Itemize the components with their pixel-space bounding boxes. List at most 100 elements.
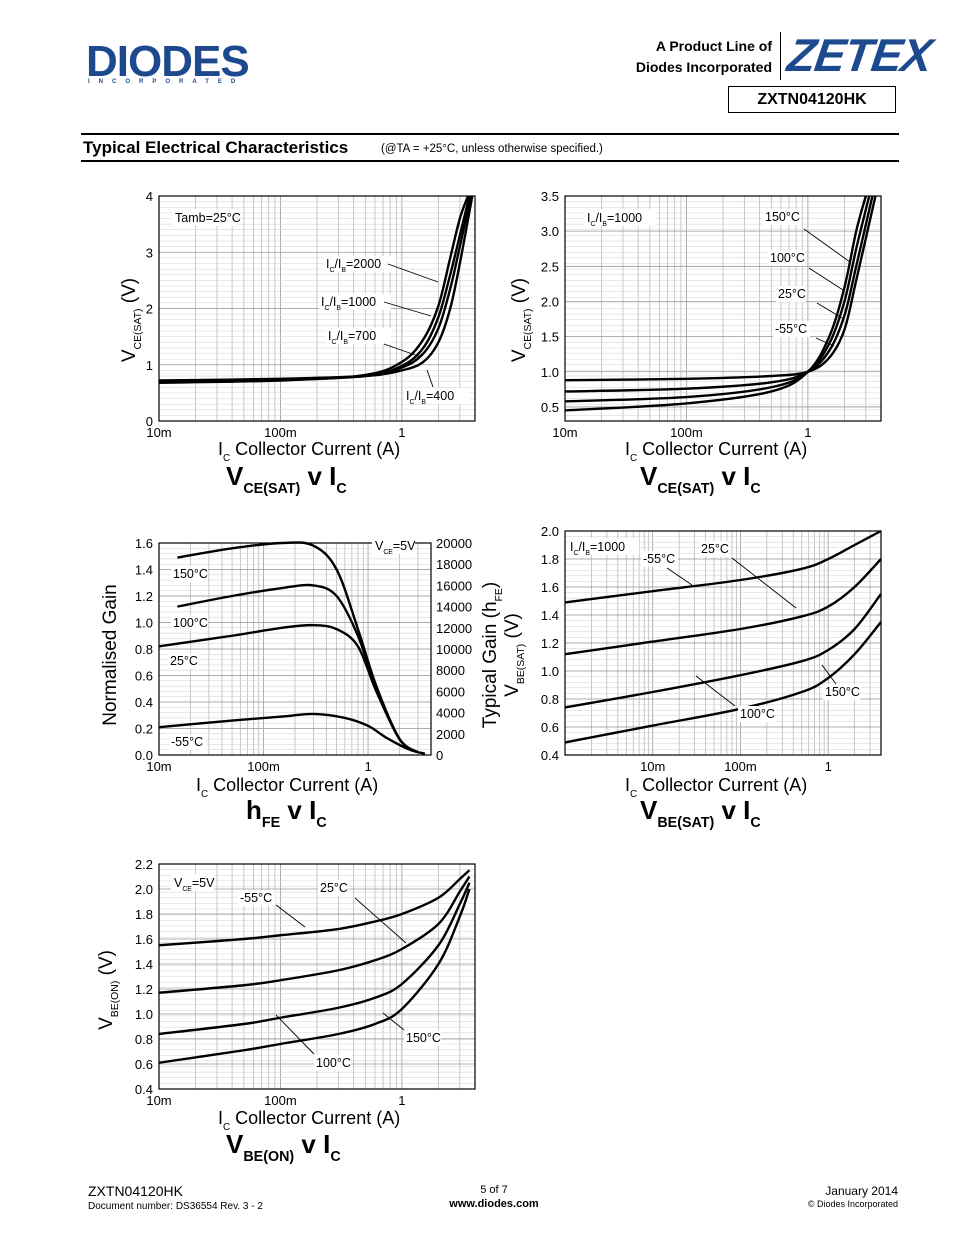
x-tick-label: 1 (825, 759, 832, 774)
part-number-box: ZXTN04120HK (728, 86, 896, 113)
chart4-series-label: 100°C (740, 707, 775, 721)
y2-tick-label: 6000 (436, 684, 465, 699)
y-tick-label: 0.6 (541, 720, 559, 735)
chart4-annotation: IC/IB=1000 (570, 540, 625, 557)
diodes-logo-subtitle: INCORPORATED (88, 79, 245, 85)
chart-caption: VBE(ON) v IC (226, 1129, 341, 1165)
leader-line (731, 557, 797, 609)
plot-frame (564, 530, 882, 756)
y-tick-label: 1.6 (135, 932, 153, 947)
chart3-series-label: 100°C (173, 616, 208, 630)
y-tick-label: 1.2 (135, 589, 153, 604)
chart-caption: VBE(SAT) v IC (640, 795, 761, 831)
y-axis-title: VBE(SAT) (V) (502, 613, 527, 697)
annotation-bg (584, 209, 656, 226)
y2-tick-label: 8000 (436, 663, 465, 678)
y-axis-title: Normalised Gain (100, 584, 121, 726)
x-tick-label: 1 (364, 759, 371, 774)
label-bg (238, 890, 275, 906)
label-bg (318, 880, 348, 896)
x-tick-label: 100m (247, 759, 280, 774)
y-axis-title: VCE(SAT) (V) (119, 278, 144, 362)
chart4-series-label: 25°C (701, 542, 729, 556)
series-line (177, 541, 419, 754)
footer-website-link[interactable]: www.diodes.com (449, 1198, 539, 1210)
y-tick-label: 0.6 (135, 669, 153, 684)
header-divider (780, 32, 781, 80)
series-line (158, 882, 471, 1036)
leader-line (387, 263, 439, 283)
chart-caption: hFE v IC (246, 795, 327, 831)
chart1-series-label: IC/IB=2000 (326, 257, 381, 274)
y-tick-label: 0.4 (135, 695, 153, 710)
product-line-company: Diodes Incorporated (635, 59, 772, 75)
y2-tick-label: 0 (436, 748, 443, 763)
y-tick-label: 1.6 (135, 536, 153, 551)
chart4-series-label: -55°C (643, 552, 675, 566)
label-bg (168, 653, 198, 669)
label-bg (324, 256, 396, 272)
y-axis-title: VCE(SAT) (V) (509, 278, 534, 362)
y-tick-label: 2.0 (541, 524, 559, 539)
series-line (158, 875, 471, 994)
leader-line (383, 343, 422, 358)
x-tick-label: 100m (670, 425, 703, 440)
annotation-bg (172, 209, 237, 226)
label-bg (641, 551, 678, 567)
leader-line (816, 302, 843, 319)
chart3-series-label: -55°C (171, 735, 203, 749)
footer-page-number: 5 of 7 (480, 1184, 508, 1196)
y-tick-label: 0.8 (135, 642, 153, 657)
x-axis-title: IC Collector Current (A) (218, 439, 400, 464)
series-line (158, 888, 471, 1064)
leader-line (815, 337, 835, 347)
label-bg (169, 734, 206, 750)
leader-line (803, 228, 851, 263)
label-bg (171, 615, 208, 631)
y-tick-label: 1 (146, 358, 153, 373)
chart5-series-label: -55°C (240, 891, 272, 905)
y2-tick-label: 2000 (436, 727, 465, 742)
chart5-series-label: 150°C (406, 1031, 441, 1045)
x-tick-label: 10m (146, 425, 171, 440)
series-line (158, 869, 471, 947)
y-tick-label: 2.5 (541, 259, 559, 274)
series-line (564, 621, 882, 744)
footer-part-number: ZXTN04120HK (88, 1183, 183, 1199)
y2-tick-label: 20000 (436, 536, 472, 551)
footer-document-number: Document number: DS36554 Rev. 3 - 2 (88, 1201, 263, 1212)
chart-c5: 0.4 0.6 0.8 1.0 1.2 1.4 1.6 1.8 2.0 2.2 10m 100m 1 (135, 857, 476, 1108)
y-tick-label: 1.0 (135, 1007, 153, 1022)
plot-frame (158, 195, 476, 422)
y-tick-label: 2.0 (135, 882, 153, 897)
y-tick-label: 3.0 (541, 224, 559, 239)
annotation-bg (567, 538, 639, 555)
y2-axis-title: Typical Gain (hFE) (480, 582, 505, 728)
chart1-annotation: Tamb=25°C (175, 211, 241, 225)
label-bg (768, 250, 805, 266)
plot-frame (158, 863, 476, 1090)
y-tick-label: 1.2 (541, 636, 559, 651)
x-tick-label: 100m (264, 425, 297, 440)
y-tick-label: 0.8 (135, 1032, 153, 1047)
y-tick-label: 4 (146, 189, 153, 204)
series-line (564, 558, 882, 656)
annotation-bg (372, 537, 416, 554)
label-bg (699, 541, 729, 557)
chart-c4: 0.4 0.6 0.8 1.0 1.2 1.4 1.6 1.8 2.0 10m 100m 1 (541, 524, 882, 774)
series-line (158, 623, 419, 754)
chart2-series-label: 25°C (778, 287, 806, 301)
leader-line (666, 567, 693, 586)
x-axis-title: IC Collector Current (A) (625, 775, 807, 800)
y2-tick-label: 16000 (436, 578, 472, 593)
x-tick-label: 10m (146, 759, 171, 774)
label-bg (823, 684, 860, 700)
chart5-series-label: 25°C (320, 881, 348, 895)
y-tick-label: 0.4 (541, 748, 559, 763)
y2-tick-label: 10000 (436, 642, 472, 657)
x-tick-label: 100m (264, 1093, 297, 1108)
product-line-label: A Product Line of (655, 38, 772, 54)
section-condition: (@TA = +25°C, unless otherwise specified… (381, 143, 603, 155)
y-tick-label: 2.0 (541, 294, 559, 309)
